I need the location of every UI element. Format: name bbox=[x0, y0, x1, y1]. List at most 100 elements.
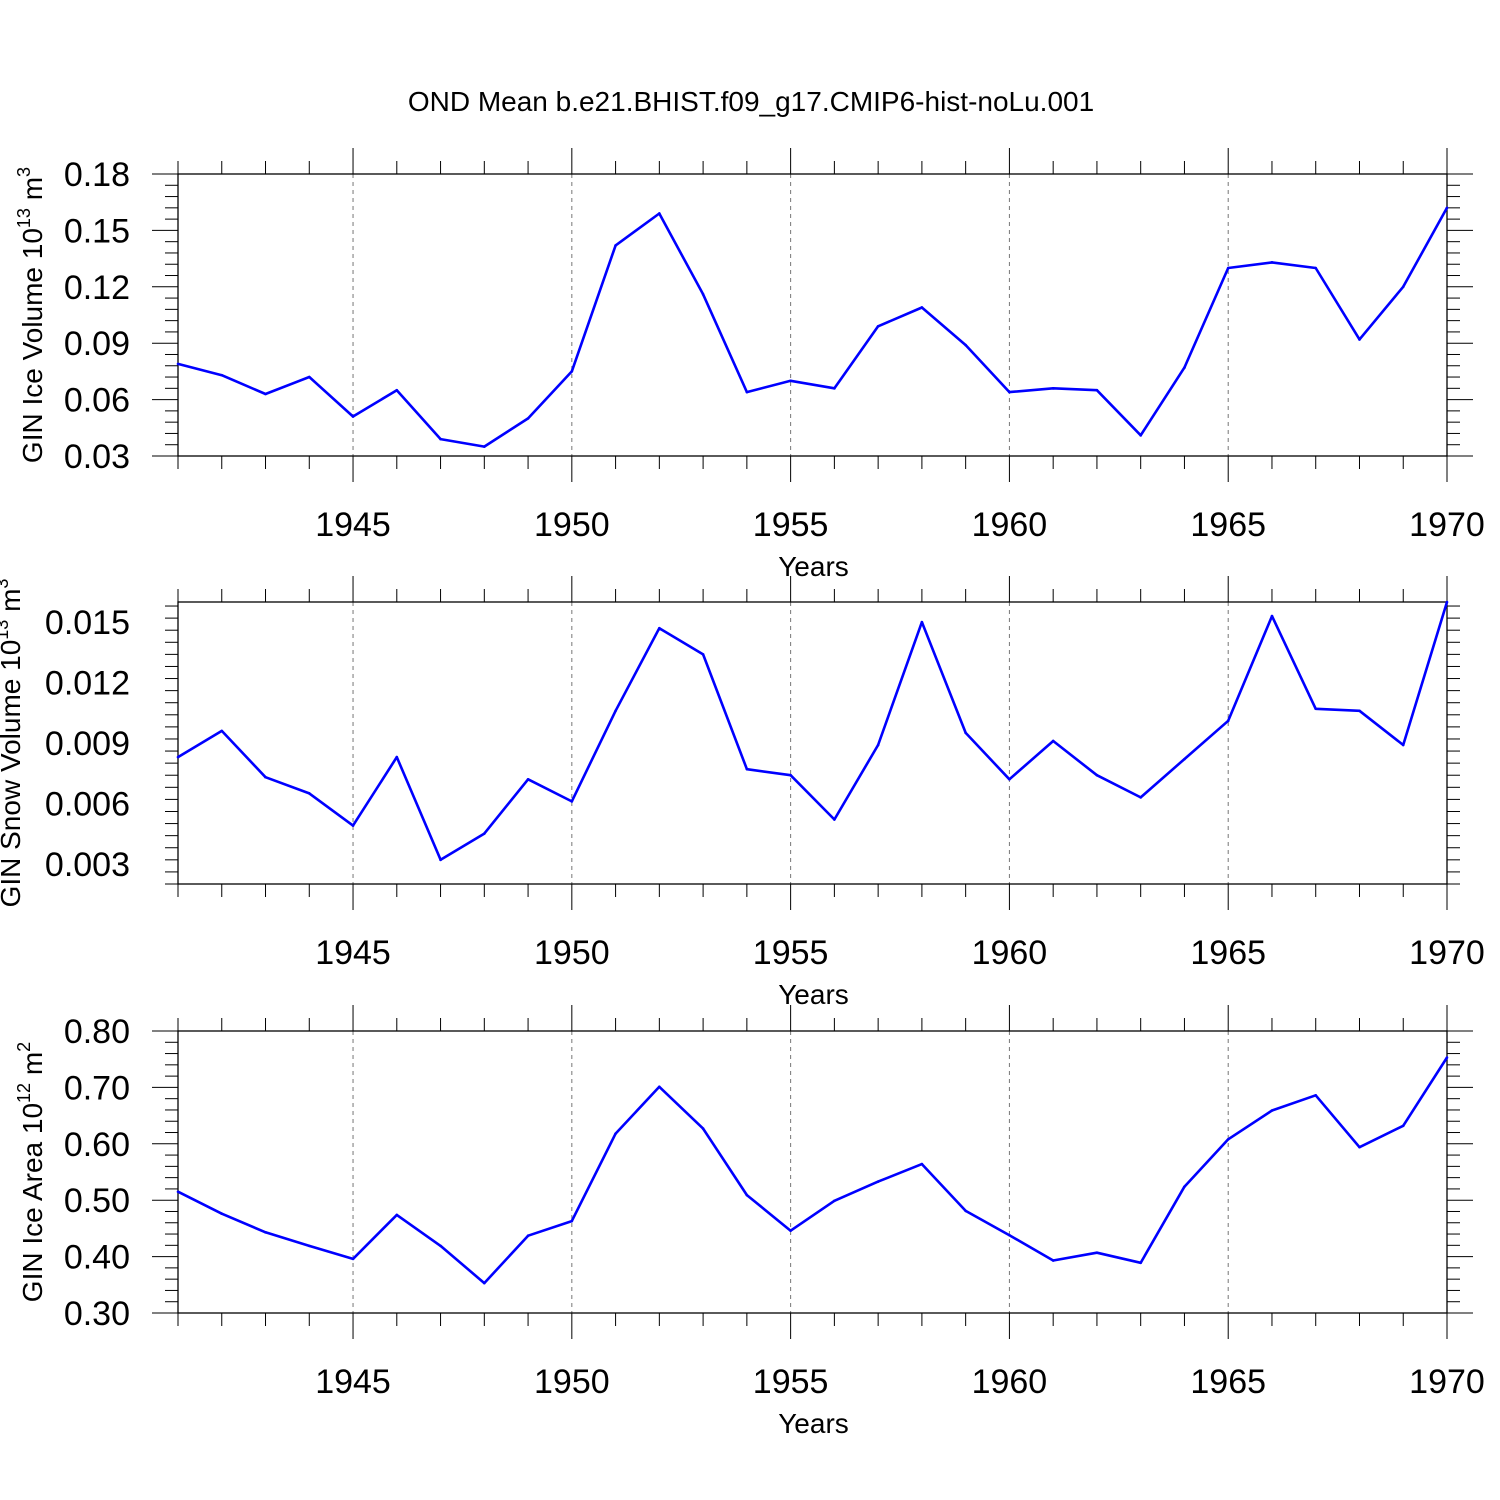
y-tick-label: 0.06 bbox=[64, 382, 130, 420]
data-point bbox=[920, 1162, 924, 1166]
data-point bbox=[570, 1219, 574, 1223]
y-tick-label: 0.009 bbox=[45, 725, 130, 763]
data-point bbox=[920, 306, 924, 309]
y-tick-label: 0.50 bbox=[64, 1182, 130, 1220]
data-point bbox=[1358, 1145, 1361, 1149]
data-point bbox=[833, 387, 836, 390]
x-tick-label: 1960 bbox=[972, 506, 1048, 544]
data-point bbox=[1314, 1093, 1318, 1097]
y-axis-title-superscript: 3 bbox=[14, 167, 34, 177]
data-point bbox=[395, 755, 399, 759]
data-point bbox=[1358, 338, 1361, 341]
x-tick-label: 1945 bbox=[315, 934, 391, 972]
data-point bbox=[526, 777, 530, 781]
data-point bbox=[833, 818, 836, 821]
data-point bbox=[1401, 285, 1405, 289]
data-point bbox=[483, 1281, 486, 1285]
data-point bbox=[701, 293, 705, 296]
y-axis-title-part: GIN Snow Volume 10 bbox=[0, 640, 26, 908]
data-point bbox=[1270, 614, 1274, 618]
y-tick-label: 0.09 bbox=[64, 325, 130, 363]
y-axis-title: GIN Ice Volume 1013 m3 bbox=[14, 167, 48, 463]
plot-frame bbox=[177, 173, 1448, 457]
data-point bbox=[439, 1244, 442, 1248]
data-point bbox=[1445, 206, 1449, 210]
x-tick-label: 1955 bbox=[753, 506, 829, 544]
data-point bbox=[1401, 743, 1405, 747]
y-axis-title-superscript: 13 bbox=[0, 620, 12, 640]
data-point bbox=[876, 1180, 880, 1183]
data-point bbox=[658, 212, 661, 215]
x-tick-label: 1955 bbox=[753, 934, 829, 972]
y-tick-label: 0.30 bbox=[64, 1295, 130, 1333]
data-point bbox=[1139, 434, 1142, 437]
data-point bbox=[483, 445, 486, 448]
series-line bbox=[177, 207, 1449, 448]
data-point bbox=[1270, 261, 1274, 264]
data-point bbox=[964, 1209, 967, 1213]
data-point bbox=[1095, 1251, 1099, 1254]
x-tick-label: 1965 bbox=[1190, 1363, 1266, 1401]
data-point bbox=[658, 1085, 661, 1089]
data-point bbox=[1270, 1109, 1274, 1112]
y-axis-title-part: GIN Ice Area 10 bbox=[17, 1103, 48, 1302]
data-point bbox=[1051, 1259, 1055, 1262]
series-line bbox=[177, 1056, 1449, 1285]
data-point bbox=[1051, 387, 1055, 390]
data-point bbox=[220, 373, 224, 377]
data-point bbox=[1051, 739, 1055, 743]
data-point bbox=[701, 1127, 705, 1130]
x-tick-label: 1965 bbox=[1190, 506, 1266, 544]
y-tick-label: 0.015 bbox=[45, 604, 130, 642]
y-tick-label: 0.80 bbox=[64, 1013, 130, 1051]
data-point bbox=[176, 755, 180, 759]
y-tick-label: 0.60 bbox=[64, 1126, 130, 1164]
y-tick-label: 0.012 bbox=[45, 665, 130, 703]
data-point bbox=[264, 392, 267, 396]
data-point bbox=[789, 773, 792, 777]
data-point bbox=[1139, 796, 1142, 799]
x-tick-label: 1950 bbox=[534, 1363, 610, 1401]
data-point bbox=[1401, 1124, 1405, 1128]
data-point bbox=[1445, 600, 1449, 604]
data-point bbox=[395, 1213, 399, 1217]
y-tick-label: 0.70 bbox=[64, 1069, 130, 1107]
x-tick-label: 1945 bbox=[315, 1363, 391, 1401]
y-axis-title: GIN Snow Volume 1013 m3 bbox=[0, 579, 26, 908]
x-tick-label: 1960 bbox=[972, 1363, 1048, 1401]
x-tick-label: 1970 bbox=[1409, 506, 1485, 544]
data-point bbox=[964, 731, 967, 735]
data-point bbox=[1226, 719, 1230, 723]
data-point bbox=[570, 370, 574, 373]
data-point bbox=[526, 417, 530, 420]
data-point bbox=[439, 437, 442, 441]
data-point bbox=[1226, 1137, 1230, 1141]
data-point bbox=[1008, 1233, 1011, 1237]
y-axis-title-superscript: 2 bbox=[14, 1042, 34, 1052]
data-point bbox=[570, 800, 574, 803]
x-axis-title: Years bbox=[778, 979, 849, 1010]
data-point bbox=[1008, 777, 1011, 781]
y-axis-title-part: GIN Ice Volume 10 bbox=[17, 228, 48, 463]
data-point bbox=[614, 1132, 617, 1135]
data-point bbox=[1183, 366, 1186, 369]
data-point bbox=[526, 1234, 530, 1238]
data-point bbox=[1445, 1056, 1449, 1059]
data-point bbox=[789, 379, 792, 383]
data-point bbox=[307, 375, 311, 379]
data-point bbox=[1314, 266, 1318, 270]
data-point bbox=[220, 1212, 224, 1216]
y-axis-title-part: m bbox=[0, 589, 26, 620]
x-tick-label: 1960 bbox=[972, 934, 1048, 972]
data-point bbox=[1183, 1185, 1186, 1188]
series-line bbox=[177, 601, 1449, 862]
data-point bbox=[351, 1257, 355, 1261]
plot-frame bbox=[177, 1030, 1448, 1314]
data-point bbox=[1095, 773, 1099, 777]
panel-1: 0.03 0.06 0.09 0.12 0.15 0.18 1945 1950 1955 1960… bbox=[14, 148, 1485, 582]
data-point bbox=[876, 743, 880, 747]
data-point bbox=[745, 1193, 749, 1197]
y-axis-title-superscript: 3 bbox=[0, 579, 12, 589]
data-point bbox=[220, 729, 224, 733]
